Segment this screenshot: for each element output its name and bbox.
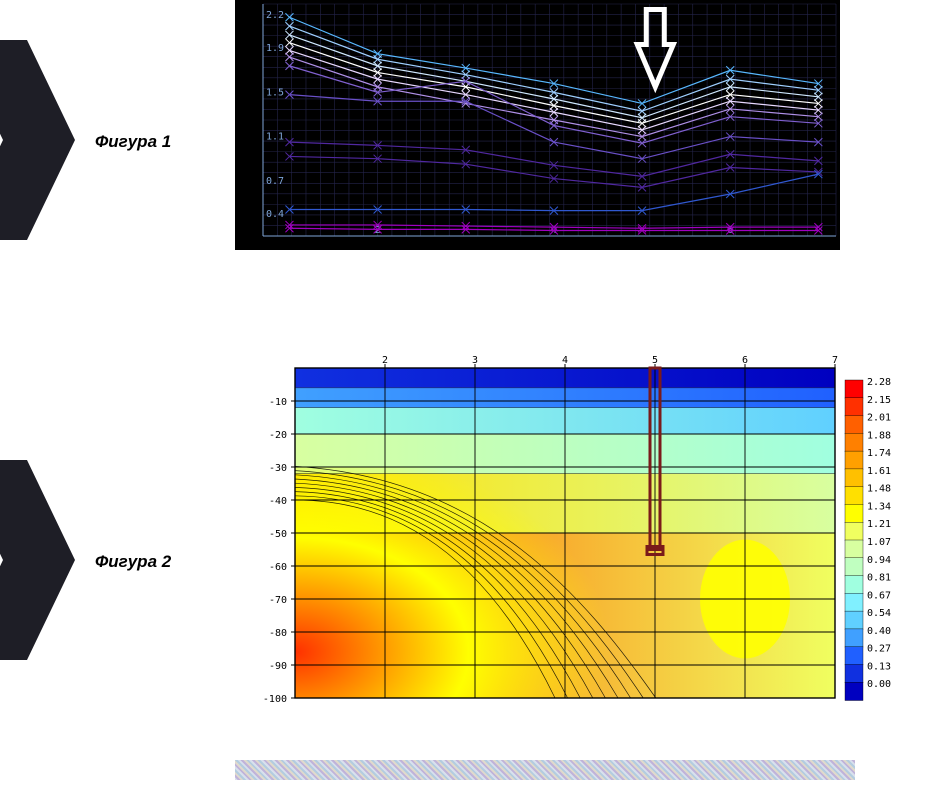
svg-text:-70: -70: [269, 595, 287, 606]
svg-text:1.88: 1.88: [867, 430, 891, 441]
svg-text:-50: -50: [269, 529, 287, 540]
svg-text:2.28: 2.28: [867, 377, 891, 388]
svg-text:0.13: 0.13: [867, 661, 891, 672]
svg-text:0.40: 0.40: [867, 626, 891, 637]
chevron-fig2: [0, 460, 75, 660]
noise-strip: [235, 760, 855, 780]
svg-text:1.21: 1.21: [867, 519, 891, 530]
svg-text:1.61: 1.61: [867, 466, 891, 477]
svg-text:-10: -10: [269, 397, 287, 408]
svg-text:1.07: 1.07: [867, 537, 891, 548]
svg-text:2.15: 2.15: [867, 395, 891, 406]
svg-text:1.48: 1.48: [867, 484, 891, 495]
heatmap-chart: 234567-10-20-30-40-50-60-70-80-90-100 2.…: [235, 350, 915, 720]
svg-text:0.94: 0.94: [867, 555, 891, 566]
svg-text:1.5: 1.5: [266, 87, 284, 98]
figure2-label: Фигура 2: [95, 552, 171, 572]
figure1-label: Фигура 1: [95, 132, 171, 152]
svg-text:-90: -90: [269, 661, 287, 672]
svg-text:0.27: 0.27: [867, 644, 891, 655]
svg-text:1.34: 1.34: [867, 501, 891, 512]
svg-text:1.74: 1.74: [867, 448, 891, 459]
svg-text:0.00: 0.00: [867, 679, 891, 690]
svg-text:0.7: 0.7: [266, 176, 284, 187]
svg-text:0.54: 0.54: [867, 608, 891, 619]
svg-text:0.67: 0.67: [867, 590, 891, 601]
svg-text:-20: -20: [269, 430, 287, 441]
svg-text:-100: -100: [263, 694, 287, 705]
svg-text:0.4: 0.4: [266, 209, 284, 220]
svg-text:-40: -40: [269, 496, 287, 507]
svg-text:0.81: 0.81: [867, 573, 891, 584]
line-chart: 0.40.71.11.51.92.2246: [235, 0, 840, 250]
svg-text:2.01: 2.01: [867, 413, 891, 424]
svg-text:-60: -60: [269, 562, 287, 573]
svg-text:1.1: 1.1: [266, 132, 284, 143]
svg-text:2.2: 2.2: [266, 10, 284, 21]
svg-text:1.9: 1.9: [266, 43, 284, 54]
chevron-fig1: [0, 40, 75, 240]
svg-text:-80: -80: [269, 628, 287, 639]
svg-text:-30: -30: [269, 463, 287, 474]
